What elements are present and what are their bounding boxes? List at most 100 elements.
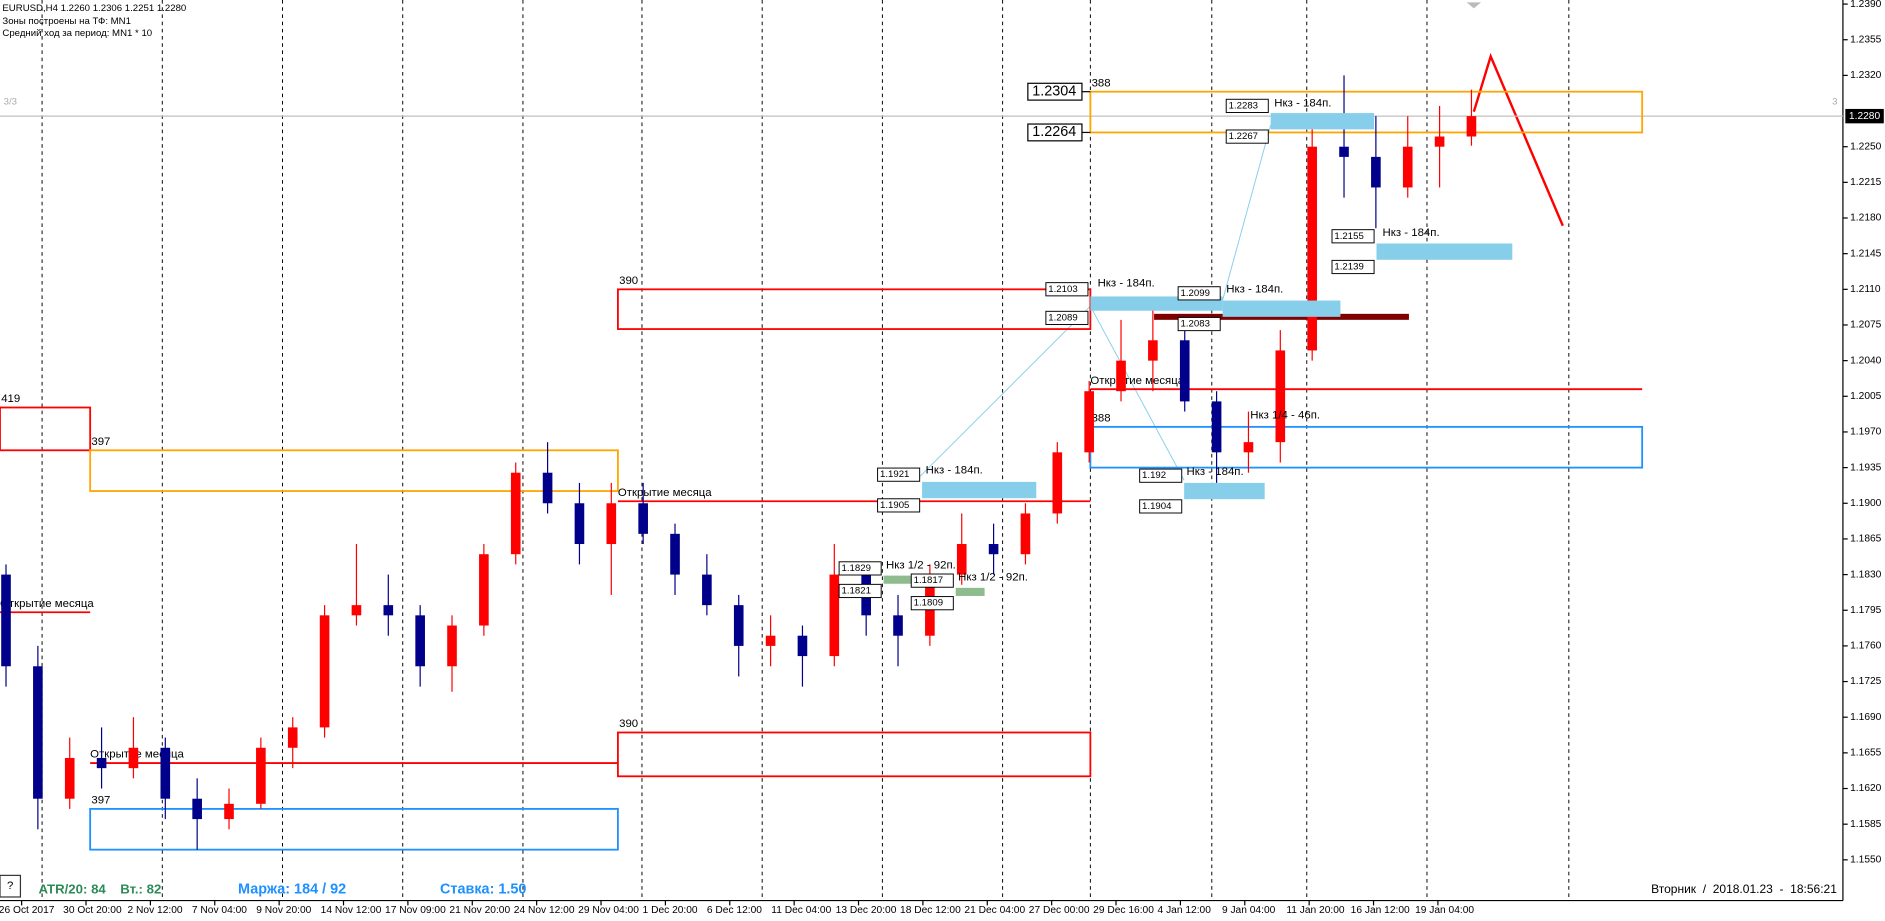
zone-label: 390 bbox=[619, 718, 638, 730]
candle-body bbox=[1466, 116, 1477, 137]
target-level-box bbox=[1331, 229, 1375, 244]
target-level: 1.1829 bbox=[842, 563, 871, 574]
candle-body bbox=[1084, 391, 1094, 453]
y-tick-label: 1.2075 bbox=[1850, 320, 1882, 331]
month-open-label: Открытие месяца bbox=[0, 598, 94, 610]
target-zone bbox=[922, 481, 1037, 499]
zone-label: 397 bbox=[91, 436, 110, 448]
target-level-box bbox=[1139, 468, 1183, 483]
x-tick-label: 13 Dec 20:00 bbox=[836, 905, 897, 916]
y-tick-label: 1.1585 bbox=[1850, 819, 1882, 830]
help-button-box[interactable] bbox=[0, 874, 22, 898]
y-tick-label: 1.1690 bbox=[1850, 712, 1882, 723]
candle-body bbox=[479, 554, 489, 626]
candle-body bbox=[1211, 401, 1222, 453]
target-level-box bbox=[1331, 259, 1375, 275]
candle-body bbox=[1116, 360, 1126, 392]
target-level-box bbox=[877, 498, 921, 513]
candle-body bbox=[447, 625, 457, 667]
candle-body bbox=[542, 472, 553, 504]
zone-level: 1.2264 bbox=[1032, 124, 1076, 140]
target-level-box bbox=[1045, 282, 1089, 297]
month-open-label: Открытие месяца bbox=[1090, 375, 1184, 387]
candle-body bbox=[638, 503, 648, 534]
info-line: Зоны построены на ТФ: MN1 bbox=[2, 16, 131, 27]
symbol-info: EURUSD,H4 1.2260 1.2306 1.2251 1.2280 bbox=[2, 3, 186, 14]
candle-body bbox=[765, 635, 776, 646]
current-price-box bbox=[1845, 108, 1884, 124]
target-level: 1.2267 bbox=[1229, 131, 1258, 142]
target-label: Нкз - 184п. bbox=[1274, 97, 1331, 109]
zone bbox=[617, 731, 1092, 778]
y-tick-label: 1.2180 bbox=[1850, 213, 1882, 224]
help-button[interactable]: ? bbox=[0, 874, 22, 898]
y-tick-label: 1.1760 bbox=[1850, 641, 1882, 652]
y-tick-label: 1.2320 bbox=[1850, 70, 1882, 81]
candle-body bbox=[1148, 340, 1158, 361]
x-tick-label: 27 Dec 00:00 bbox=[1029, 905, 1090, 916]
y-tick-label: 1.1830 bbox=[1850, 569, 1882, 580]
candle-body bbox=[1307, 146, 1317, 351]
y-tick-label: 1.2250 bbox=[1850, 141, 1882, 152]
target-level: 1.2099 bbox=[1181, 288, 1210, 299]
candle-body bbox=[1275, 350, 1286, 443]
y-tick-label: 1.1795 bbox=[1850, 605, 1882, 616]
candle-body bbox=[1243, 442, 1254, 453]
zone bbox=[0, 406, 92, 452]
x-tick-label: 17 Nov 09:00 bbox=[385, 905, 446, 916]
candle-body bbox=[383, 605, 394, 616]
target-level-box bbox=[1177, 286, 1221, 301]
target-label: Нкз - 184п. bbox=[1098, 277, 1155, 289]
info-line: Средний ход за период: MN1 * 10 bbox=[2, 28, 152, 39]
target-zone bbox=[1376, 243, 1513, 260]
target-level: 1.192 bbox=[1142, 470, 1166, 481]
candle-body bbox=[1179, 340, 1190, 402]
zone-label: 390 bbox=[619, 275, 638, 287]
page-marker: 3/3 bbox=[4, 97, 17, 108]
target-level-box bbox=[838, 583, 882, 599]
day-label: Вт.: 82 bbox=[120, 881, 161, 896]
target-level: 1.2283 bbox=[1229, 100, 1258, 111]
atr-label: ATR/20: 84 bbox=[38, 881, 106, 896]
candle-body bbox=[1339, 146, 1349, 157]
current-price-label: 1.2280 bbox=[1849, 111, 1881, 122]
x-tick-label: 11 Dec 04:00 bbox=[771, 905, 831, 916]
target-zone bbox=[1270, 113, 1375, 130]
candle-body bbox=[1052, 452, 1063, 514]
target-label: Нкз - 184п. bbox=[1187, 466, 1244, 478]
target-level: 1.2089 bbox=[1048, 312, 1077, 323]
candle-body bbox=[319, 615, 330, 728]
help-button-label[interactable]: ? bbox=[7, 880, 13, 892]
target-zone bbox=[1184, 482, 1265, 500]
trend-line bbox=[915, 305, 1091, 481]
y-tick-label: 1.1935 bbox=[1850, 462, 1882, 473]
shift-marker bbox=[1466, 2, 1482, 9]
target-level: 1.2103 bbox=[1048, 284, 1077, 295]
target-level: 1.1809 bbox=[914, 598, 943, 609]
x-tick-label: 7 Nov 04:00 bbox=[192, 905, 247, 916]
x-tick-label: 19 Jan 04:00 bbox=[1415, 905, 1474, 916]
target-level-box bbox=[1225, 129, 1269, 144]
y-tick-label: 1.1725 bbox=[1850, 676, 1882, 687]
x-tick-label: 26 Oct 2017 bbox=[0, 905, 55, 916]
y-tick-label: 1.1550 bbox=[1850, 855, 1882, 866]
target-level-box bbox=[1225, 98, 1269, 113]
candle-body bbox=[797, 635, 808, 657]
y-tick-label: 1.2005 bbox=[1850, 391, 1882, 402]
zone-level: 1.2304 bbox=[1032, 84, 1076, 100]
candle-body bbox=[670, 533, 680, 575]
candle-body bbox=[956, 544, 967, 575]
rate-label: Ставка: 1.50 bbox=[440, 882, 526, 898]
x-tick-label: 9 Jan 04:00 bbox=[1222, 905, 1276, 916]
x-tick-label: 9 Nov 20:00 bbox=[256, 905, 311, 916]
trend-line bbox=[1089, 305, 1185, 481]
datetime-label: Вторник / 2018.01.23 - 18:56:21 bbox=[1651, 882, 1837, 896]
y-tick-label: 1.2110 bbox=[1850, 284, 1881, 295]
candle-body bbox=[351, 605, 362, 616]
target-level: 1.1904 bbox=[1142, 501, 1172, 512]
target-level-box bbox=[910, 596, 954, 611]
trend-line bbox=[1222, 124, 1272, 301]
note: Нкз 1/4 - 46п. bbox=[1250, 409, 1320, 421]
candle-body bbox=[256, 747, 266, 804]
